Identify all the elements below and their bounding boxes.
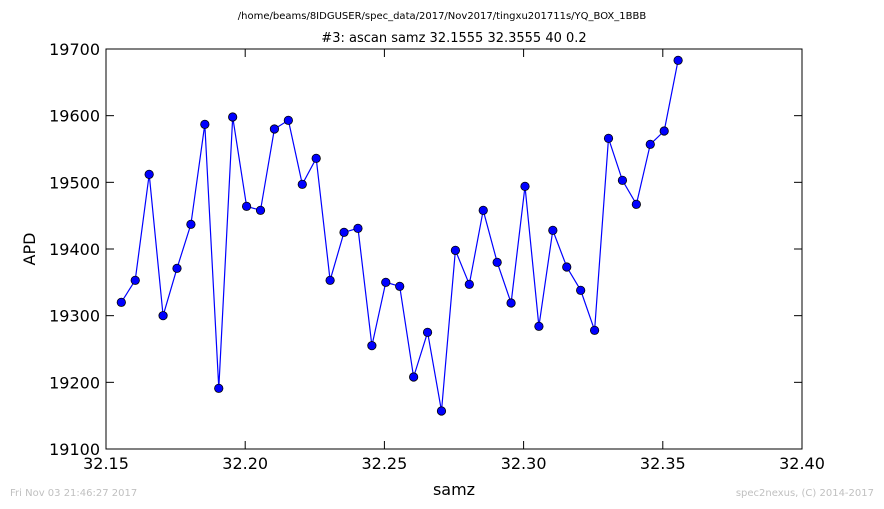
y-tick-label: 19600: [49, 107, 100, 126]
data-point: [617, 175, 628, 185]
y-tick-label: 19500: [49, 173, 100, 192]
y-tick-label: 19400: [49, 240, 100, 259]
data-point: [603, 133, 614, 143]
chart-title: /home/beams/8IDGUSER/spec_data/2017/Nov2…: [238, 11, 647, 22]
y-axis-ticks: 19100 19200 19300 19400 19500 19600 19700: [49, 40, 802, 459]
data-point: [673, 55, 683, 65]
data-point: [353, 223, 363, 233]
y-tick-label: 19700: [49, 40, 100, 59]
data-point: [228, 112, 238, 122]
x-axis-label: samz: [433, 480, 475, 499]
data-point: [158, 311, 168, 321]
series-markers: [116, 55, 683, 416]
data-point: [186, 219, 196, 229]
x-tick-label: 32.20: [222, 454, 268, 473]
data-point: [116, 297, 126, 307]
footer-timestamp: Fri Nov 03 21:46:27 2017: [10, 488, 138, 499]
footer-credit: spec2nexus, (C) 2014-2017: [735, 488, 874, 499]
data-point: [269, 124, 280, 134]
data-point: [450, 245, 460, 255]
data-point: [200, 119, 210, 129]
data-point: [283, 115, 293, 125]
data-point: [631, 199, 641, 209]
data-point: [645, 139, 655, 149]
data-point: [241, 201, 252, 211]
data-point: [381, 277, 391, 287]
y-tick-label: 19200: [49, 373, 100, 392]
y-tick-label: 19300: [49, 307, 100, 326]
data-point: [172, 263, 182, 273]
data-point: [548, 225, 558, 235]
data-point: [325, 275, 335, 285]
data-point: [255, 205, 266, 215]
data-point: [367, 341, 377, 351]
data-point: [520, 181, 530, 191]
data-point: [214, 383, 224, 393]
y-axis-label: APD: [20, 233, 39, 266]
x-tick-label: 32.30: [501, 454, 547, 473]
data-point: [478, 205, 488, 215]
data-point: [534, 321, 544, 331]
data-point: [589, 325, 600, 335]
x-tick-label: 32.15: [83, 454, 129, 473]
data-point: [422, 327, 433, 337]
data-point: [339, 227, 349, 237]
data-point: [562, 262, 572, 272]
x-tick-label: 32.35: [640, 454, 686, 473]
data-point: [130, 275, 140, 285]
data-point: [144, 169, 154, 179]
data-point: [436, 406, 447, 416]
data-point: [659, 126, 669, 136]
data-point: [464, 279, 474, 289]
x-axis-ticks: 32.15 32.20 32.25 32.30 32.35 32.40: [83, 49, 825, 473]
y-tick-label: 19100: [49, 440, 100, 459]
chart-subtitle: #3: ascan samz 32.1555 32.3555 40 0.2: [321, 31, 586, 46]
data-point: [311, 153, 321, 163]
data-point: [576, 285, 586, 295]
data-point: [395, 281, 405, 291]
data-point: [506, 298, 516, 308]
x-tick-label: 32.25: [361, 454, 407, 473]
data-point: [297, 179, 307, 189]
data-point: [492, 257, 502, 267]
x-tick-label: 32.40: [779, 454, 825, 473]
data-point: [409, 372, 419, 382]
